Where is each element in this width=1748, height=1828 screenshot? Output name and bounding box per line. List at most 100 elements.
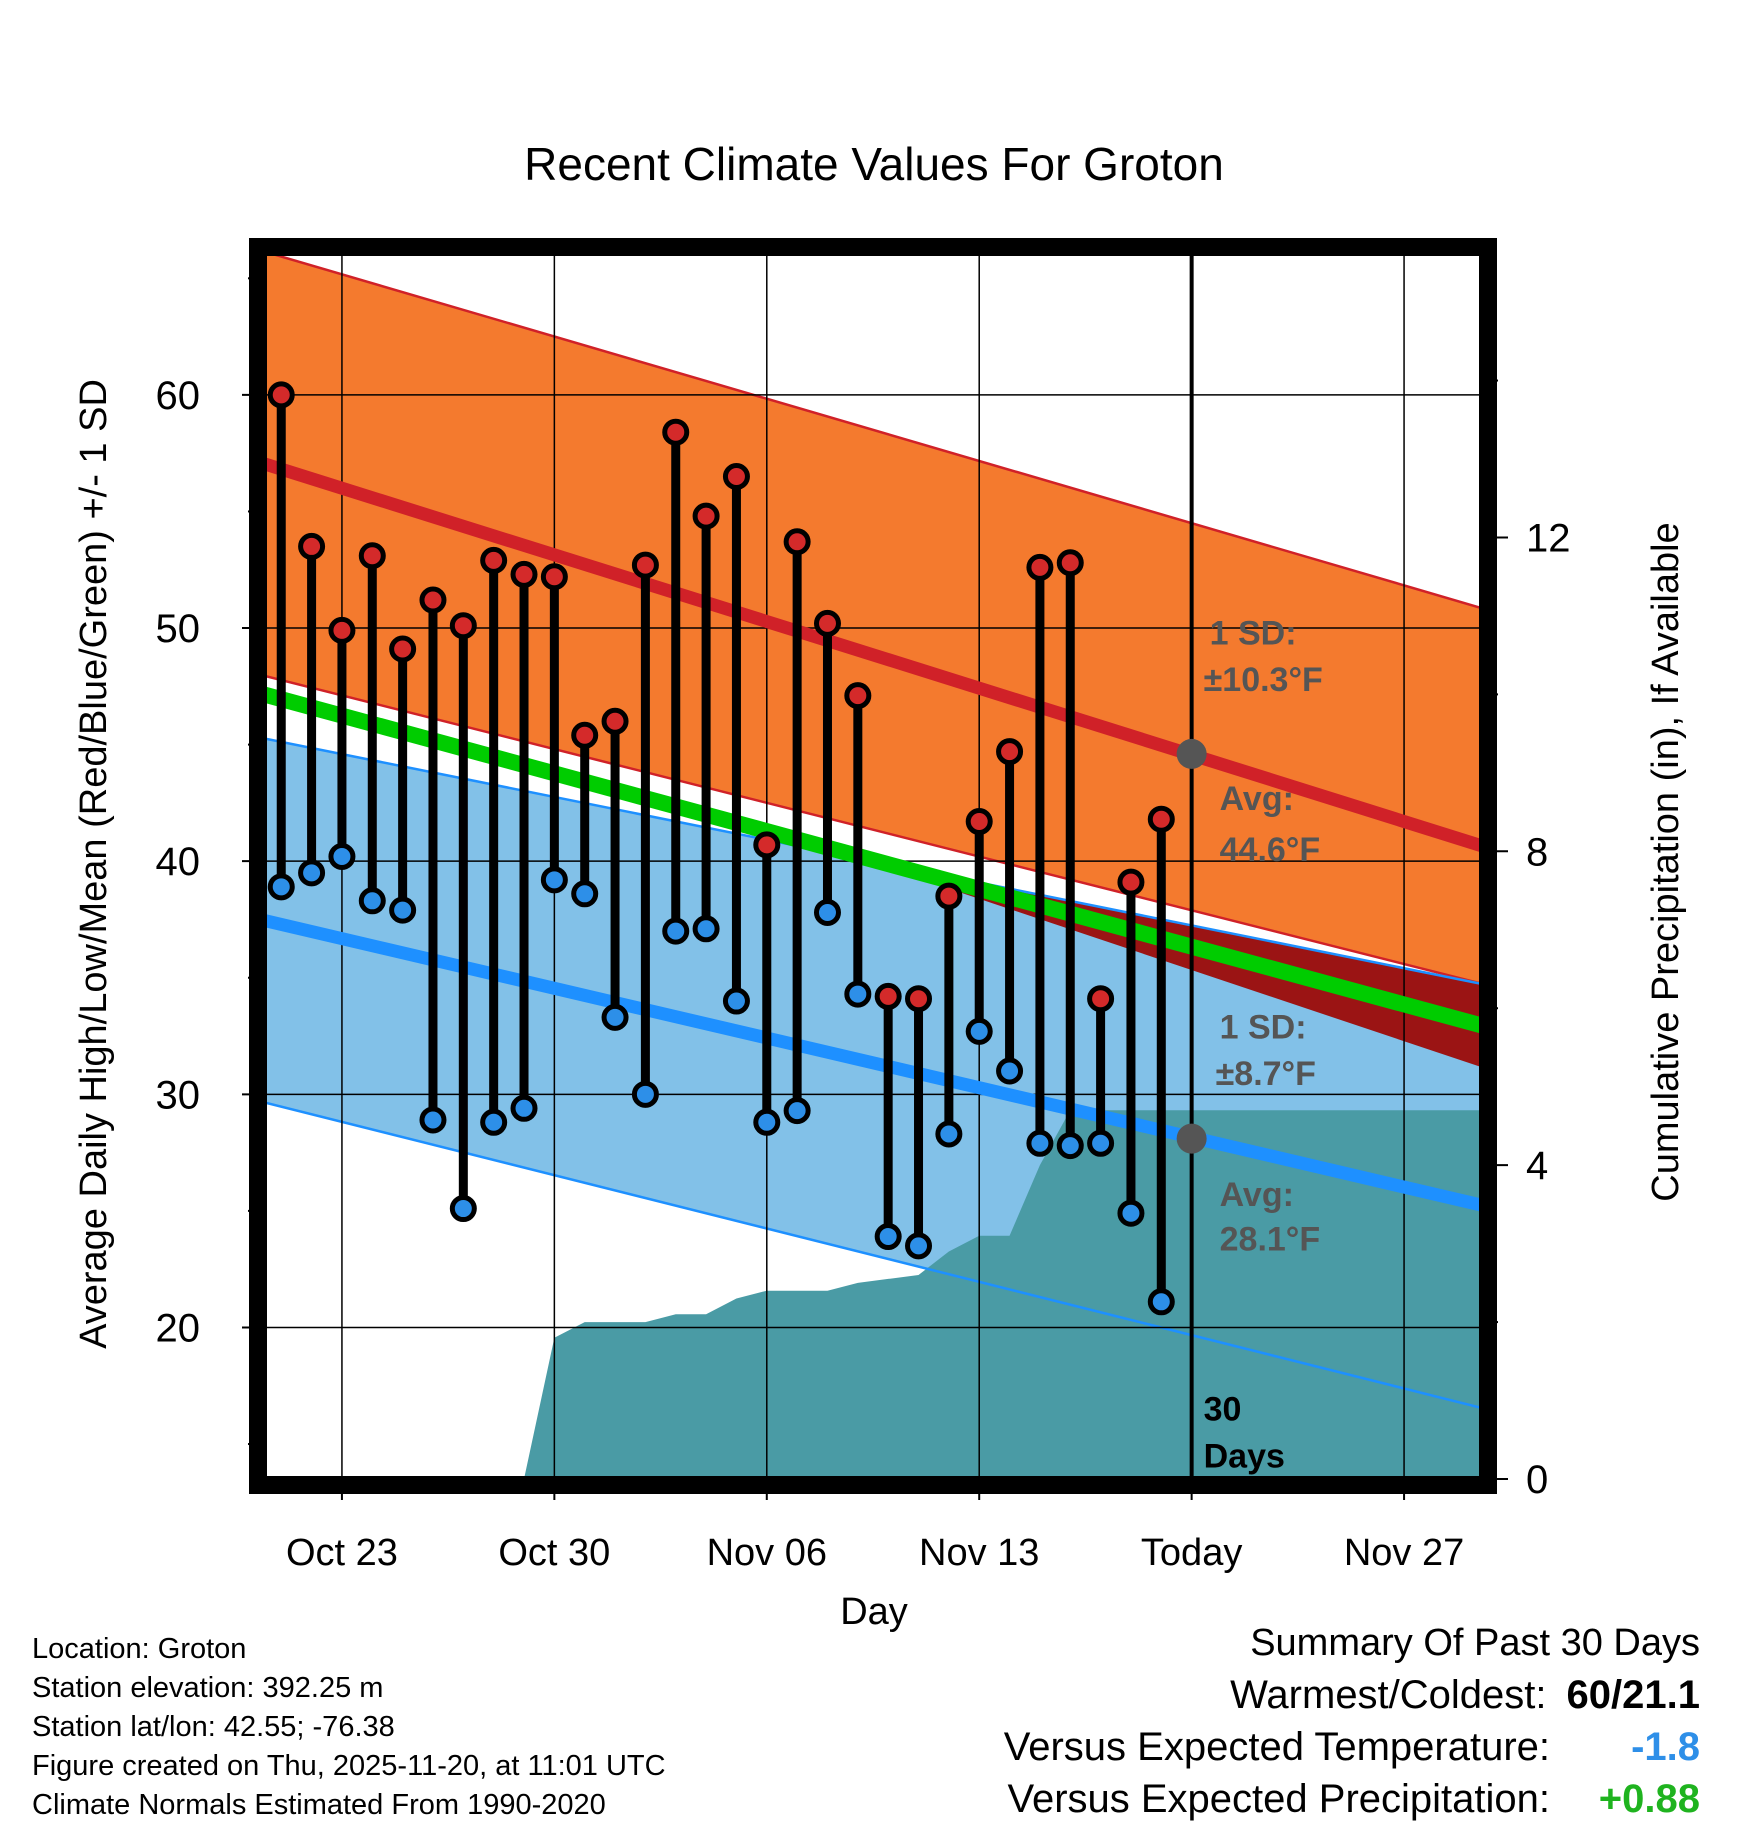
daily-low-dot <box>1056 1132 1084 1160</box>
daily-high-dot <box>965 808 993 836</box>
daily-low-dot <box>1026 1129 1054 1157</box>
daily-high-dot <box>510 560 538 588</box>
latlon-text: Station lat/lon: 42.55; -76.38 <box>32 1711 395 1743</box>
high-sd-value: ±10.3°F <box>1204 661 1323 699</box>
low-sd-label: 1 SD: <box>1220 1008 1307 1046</box>
y2-tick-label: 4 <box>1526 1144 1548 1188</box>
daily-low-dot <box>874 1223 902 1251</box>
daily-low-dot <box>601 1003 629 1031</box>
daily-low-dot <box>783 1097 811 1125</box>
y2-tick-label: 8 <box>1526 830 1548 874</box>
daily-low-dot <box>996 1057 1024 1085</box>
low-sd-value: ±8.7°F <box>1216 1055 1316 1093</box>
low-avg-point <box>1176 1123 1207 1154</box>
daily-high-dot <box>601 707 629 735</box>
summary-panel: Summary Of Past 30 Days Warmest/Coldest:… <box>880 1617 1700 1825</box>
daily-high-dot <box>662 418 690 446</box>
warmest-value: 60/21.1 <box>1566 1673 1700 1717</box>
daily-high-dot <box>844 682 872 710</box>
plot-frame <box>249 238 1497 1494</box>
daily-high-dot <box>571 721 599 749</box>
station-info: Location: Groton Station elevation: 392.… <box>32 1630 666 1825</box>
warmest-label: Warmest/Coldest: <box>1230 1673 1547 1717</box>
high-avg-value: 44.6°F <box>1220 831 1321 869</box>
days-label-number: 30 <box>1204 1391 1242 1429</box>
daily-low-dot <box>449 1195 477 1223</box>
daily-low-dot <box>480 1108 508 1136</box>
summary-row-warmest: Warmest/Coldest: 60/21.1 <box>880 1669 1700 1721</box>
daily-high-dot <box>631 551 659 579</box>
daily-high-dot <box>996 738 1024 766</box>
daily-low-dot <box>813 898 841 926</box>
summary-title: Summary Of Past 30 Days <box>1250 1622 1700 1664</box>
daily-high-dot <box>935 882 963 910</box>
daily-high-dot <box>692 502 720 530</box>
temp-label: Versus Expected Temperature: <box>1003 1725 1550 1769</box>
daily-high-dot <box>813 609 841 637</box>
x-tick-label: Today <box>1141 1532 1242 1574</box>
summary-row-precip: Versus Expected Precipitation: +0.88 <box>880 1773 1700 1825</box>
high-upper-line <box>271 255 1486 611</box>
chart-title: Recent Climate Values For Groton <box>524 138 1224 190</box>
elevation-text: Station elevation: 392.25 m <box>32 1672 384 1704</box>
y2-axis-label: Cumulative Precipitation (in), If Availa… <box>1645 522 1687 1201</box>
daily-low-dot <box>692 915 720 943</box>
precip-label: Versus Expected Precipitation: <box>1007 1777 1550 1821</box>
created-text: Figure created on Thu, 2025-11-20, at 11… <box>32 1750 666 1782</box>
daily-low-dot <box>753 1108 781 1136</box>
daily-high-dot <box>1087 985 1115 1013</box>
daily-low-dot <box>571 880 599 908</box>
plot-area <box>260 255 1486 1479</box>
daily-high-dot <box>389 635 417 663</box>
daily-high-dot <box>358 542 386 570</box>
daily-high-dot <box>419 586 447 614</box>
daily-low-dot <box>267 873 295 901</box>
y-tick-label: 60 <box>156 374 201 418</box>
x-tick-label: Nov 13 <box>919 1532 1039 1574</box>
daily-low-dot <box>935 1120 963 1148</box>
daily-low-dot <box>662 917 690 945</box>
daily-low-dot <box>510 1094 538 1122</box>
daily-low-dot <box>389 896 417 924</box>
daily-high-dot <box>540 563 568 591</box>
daily-high-dot <box>874 982 902 1010</box>
daily-high-dot <box>783 528 811 556</box>
daily-high-dot <box>905 985 933 1013</box>
y-axis-label: Average Daily High/Low/Mean (Red/Blue/Gr… <box>73 379 115 1349</box>
y-tick-label: 50 <box>156 607 201 651</box>
daily-low-dot <box>1117 1199 1145 1227</box>
high-avg-point <box>1176 738 1207 769</box>
daily-high-dot <box>267 381 295 409</box>
x-tick-label: Nov 06 <box>707 1532 827 1574</box>
daily-low-dot <box>358 887 386 915</box>
x-tick-label: Oct 30 <box>498 1532 610 1574</box>
precip-value: +0.88 <box>1598 1777 1700 1821</box>
daily-low-dot <box>1147 1288 1175 1316</box>
daily-low-dot <box>328 843 356 871</box>
daily-high-dot <box>328 616 356 644</box>
daily-low-dot <box>540 866 568 894</box>
daily-high-dot <box>449 612 477 640</box>
daily-low-dot <box>1087 1129 1115 1157</box>
daily-low-dot <box>298 859 326 887</box>
high-mean-line <box>260 456 1486 854</box>
y-tick-label: 20 <box>156 1306 201 1350</box>
y2-tick-label: 0 <box>1526 1458 1548 1502</box>
low-avg-value: 28.1°F <box>1220 1221 1321 1259</box>
daily-high-dot <box>753 831 781 859</box>
high-sd-band <box>260 255 1486 985</box>
daily-high-dot <box>1147 805 1175 833</box>
precip-area <box>524 1110 1486 1479</box>
high-avg-label: Avg: <box>1220 780 1294 818</box>
daily-low-dot <box>631 1080 659 1108</box>
y-tick-label: 30 <box>156 1073 201 1117</box>
daily-high-dot <box>480 546 508 574</box>
daily-high-dot <box>1056 549 1084 577</box>
location-text: Location: Groton <box>32 1633 247 1665</box>
axes: 20 30 40 50 60 0 4 8 12 Oct 23 Oct 30 Nov 06 Nov 13 T… <box>73 277 1687 1633</box>
x-axis-label: Day <box>840 1591 908 1633</box>
high-sd-label: 1 SD: <box>1210 614 1297 652</box>
daily-high-dot <box>722 462 750 490</box>
daily-low-dot <box>722 987 750 1015</box>
